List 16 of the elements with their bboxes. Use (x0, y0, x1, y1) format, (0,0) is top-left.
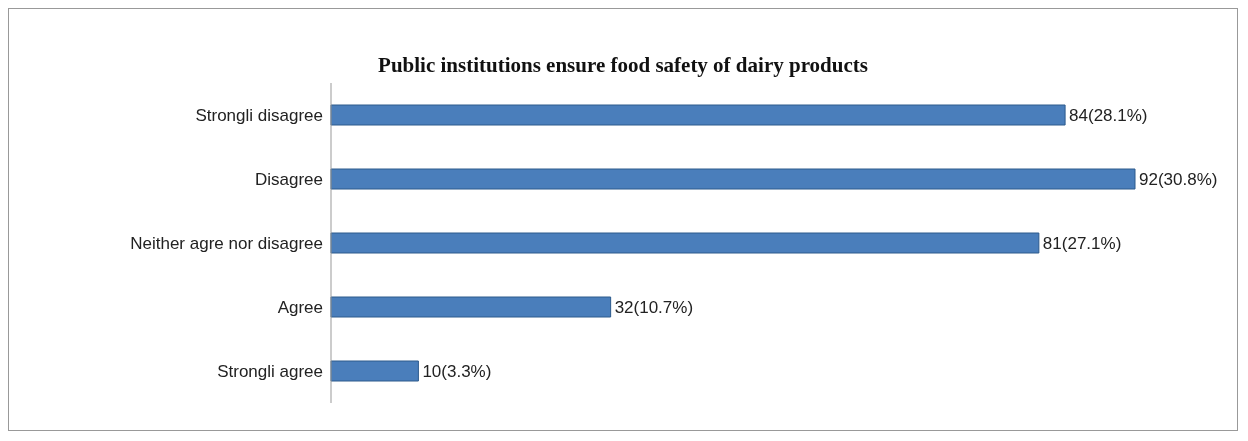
bar (330, 360, 419, 382)
data-label: 10(3.3%) (422, 361, 492, 381)
bar (330, 168, 1136, 190)
bar (330, 232, 1040, 254)
y-tick-label: Strongli disagree (195, 106, 323, 126)
y-tick-label: Agree (277, 298, 323, 318)
data-label: 92(30.8%) (1139, 169, 1218, 189)
bar (330, 104, 1066, 126)
data-label: 32(10.7%) (614, 297, 694, 317)
data-label: 84(28.1%) (1069, 105, 1148, 125)
y-tick-label: Strongli agree (217, 362, 323, 382)
chart-title: Public institutions ensure food safety of dairy products (377, 52, 869, 78)
bar (330, 296, 612, 318)
y-tick-label: Neither agre nor disagree (130, 234, 323, 254)
y-tick-label: Disagree (254, 170, 323, 190)
data-label: 81(27.1%) (1042, 233, 1122, 253)
